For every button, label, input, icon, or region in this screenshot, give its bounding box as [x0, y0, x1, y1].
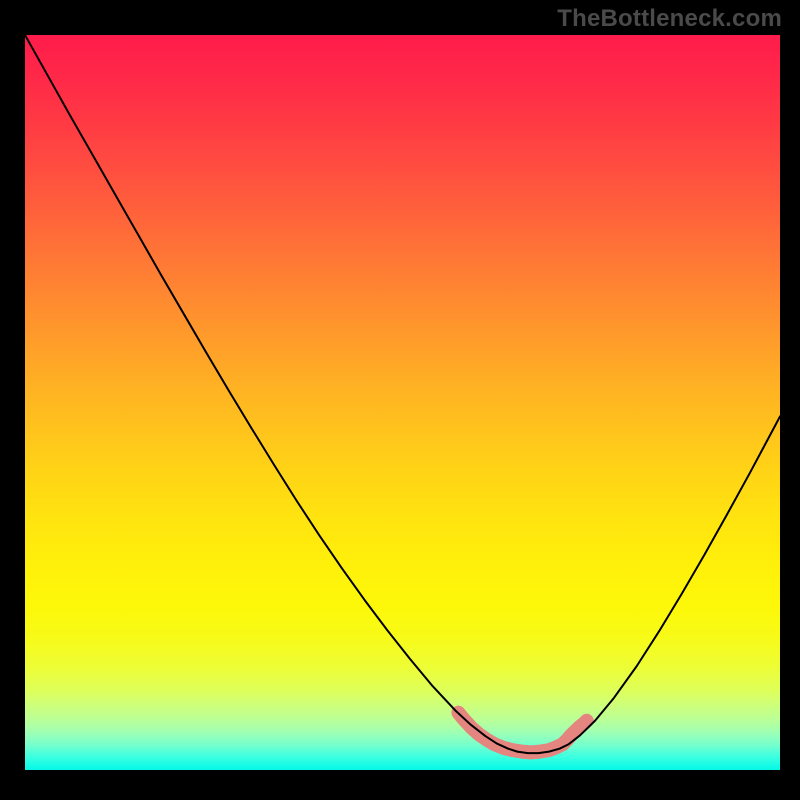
- frame-left: [0, 0, 25, 800]
- gradient-background: [25, 35, 780, 770]
- frame-right: [780, 0, 800, 800]
- chart-root: { "canvas": { "width": 800, "height": 80…: [0, 0, 800, 800]
- watermark-text: TheBottleneck.com: [557, 5, 782, 33]
- plot-area: [25, 35, 780, 770]
- plot-svg: [25, 35, 780, 770]
- frame-bottom: [0, 770, 800, 800]
